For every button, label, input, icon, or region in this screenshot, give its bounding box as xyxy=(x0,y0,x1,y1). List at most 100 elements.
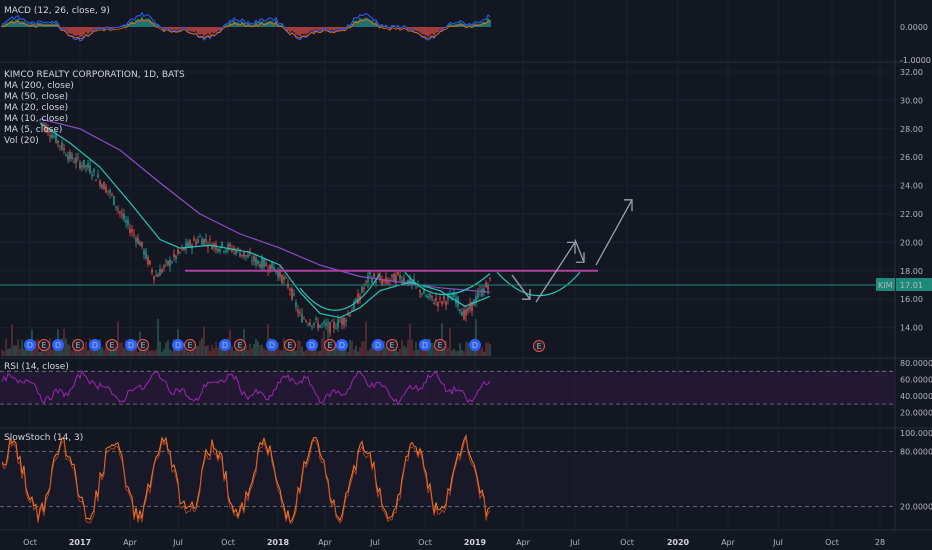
volume-bar xyxy=(315,347,317,356)
x-tick-label: 2018 xyxy=(267,538,290,547)
volume-bar xyxy=(163,349,165,356)
macd-bar xyxy=(305,27,307,35)
candle-body xyxy=(369,271,371,275)
macd-bar xyxy=(359,18,361,27)
macd-bar xyxy=(489,19,491,27)
macd-bar xyxy=(203,27,205,37)
volume-bar xyxy=(281,350,283,356)
candle-body xyxy=(97,174,99,178)
macd-bar xyxy=(173,27,175,30)
candle-body xyxy=(419,289,421,294)
main-title: KIMCO REALTY CORPORATION, 1D, BATS xyxy=(4,70,185,80)
volume-bar xyxy=(391,350,393,356)
volume-bar xyxy=(363,341,365,356)
macd-bar xyxy=(323,27,325,28)
volume-bar xyxy=(67,344,69,356)
macd-bar xyxy=(111,27,113,29)
candle-body xyxy=(85,165,87,167)
ma50-line xyxy=(39,122,491,319)
macd-bar xyxy=(463,23,465,27)
volume-bar xyxy=(23,348,25,356)
candle-body xyxy=(171,262,173,263)
macd-bar xyxy=(197,27,199,35)
candle-body xyxy=(489,277,491,279)
macd-bar xyxy=(419,27,421,33)
candle-body xyxy=(295,302,297,307)
macd-bar xyxy=(403,26,405,27)
dividend-marker: D xyxy=(309,341,315,350)
macd-bar xyxy=(413,27,415,31)
macd-bar xyxy=(275,20,277,27)
macd-bar xyxy=(167,27,169,28)
macd-bar xyxy=(409,27,411,30)
stoch-tick-label: 100.0000 xyxy=(900,429,932,438)
candle-body xyxy=(431,295,433,299)
candle-body xyxy=(201,239,203,245)
macd-bar xyxy=(451,24,453,27)
macd-bar xyxy=(381,25,383,27)
macd-bar xyxy=(343,27,345,29)
candle-body xyxy=(351,310,353,312)
price-tick-label: 16.00 xyxy=(900,295,923,304)
candle-body xyxy=(59,145,61,147)
volume-bar xyxy=(335,343,337,356)
candle-body xyxy=(127,219,129,225)
candle-body xyxy=(463,309,465,320)
volume-bar xyxy=(307,349,309,356)
volume-bar xyxy=(49,338,51,356)
dividend-marker: D xyxy=(472,341,478,350)
candle-body xyxy=(441,301,443,305)
macd-bar xyxy=(123,25,125,27)
candle-body xyxy=(303,318,305,320)
candle-body xyxy=(285,277,287,279)
volume-bar xyxy=(415,341,417,356)
macd-bar xyxy=(321,27,323,30)
volume-bar xyxy=(1,349,3,356)
candle-body xyxy=(337,319,339,328)
volume-bar xyxy=(159,341,161,356)
macd-bar xyxy=(199,27,201,35)
volume-bar xyxy=(287,351,289,356)
candle-body xyxy=(241,254,243,256)
candle-body xyxy=(103,182,105,190)
volume-bar xyxy=(319,350,321,356)
volume-bar xyxy=(461,349,463,356)
macd-bar xyxy=(307,27,309,34)
candle-body xyxy=(225,249,227,252)
macd-bar xyxy=(407,27,409,29)
macd-bar xyxy=(357,20,359,27)
volume-bar xyxy=(479,349,481,356)
x-tick-label: Jul xyxy=(172,538,183,547)
future-earnings-marker xyxy=(533,340,545,352)
candle-body xyxy=(353,301,355,310)
volume-bar xyxy=(333,346,335,356)
volume-bar xyxy=(387,345,389,356)
volume-bar xyxy=(353,349,355,356)
candle-body xyxy=(273,266,275,271)
rsi-tick-label: 60.0000 xyxy=(900,376,932,385)
macd-bar xyxy=(207,27,209,34)
candle-body xyxy=(321,323,323,325)
x-tick-label: Apr xyxy=(123,538,138,547)
macd-bar xyxy=(69,27,71,34)
macd-bar xyxy=(79,27,81,37)
candle-body xyxy=(257,260,259,264)
event-marker xyxy=(24,339,36,351)
candle-body xyxy=(57,140,59,144)
candle-body xyxy=(265,263,267,266)
macd-bar xyxy=(11,19,13,27)
candle-body xyxy=(209,238,211,241)
volume-bar xyxy=(321,338,323,356)
macd-bar xyxy=(17,18,19,27)
price-tick-label: 22.00 xyxy=(900,210,923,219)
macd-bar xyxy=(441,27,443,30)
candle-body xyxy=(115,206,117,208)
candle-body xyxy=(253,256,255,262)
volume-bar xyxy=(323,331,325,356)
cup-curve-mid xyxy=(404,271,491,296)
dividend-marker: D xyxy=(128,341,134,350)
candle-body xyxy=(223,251,225,253)
macd-bar xyxy=(165,27,167,28)
volume-bar xyxy=(303,351,305,356)
